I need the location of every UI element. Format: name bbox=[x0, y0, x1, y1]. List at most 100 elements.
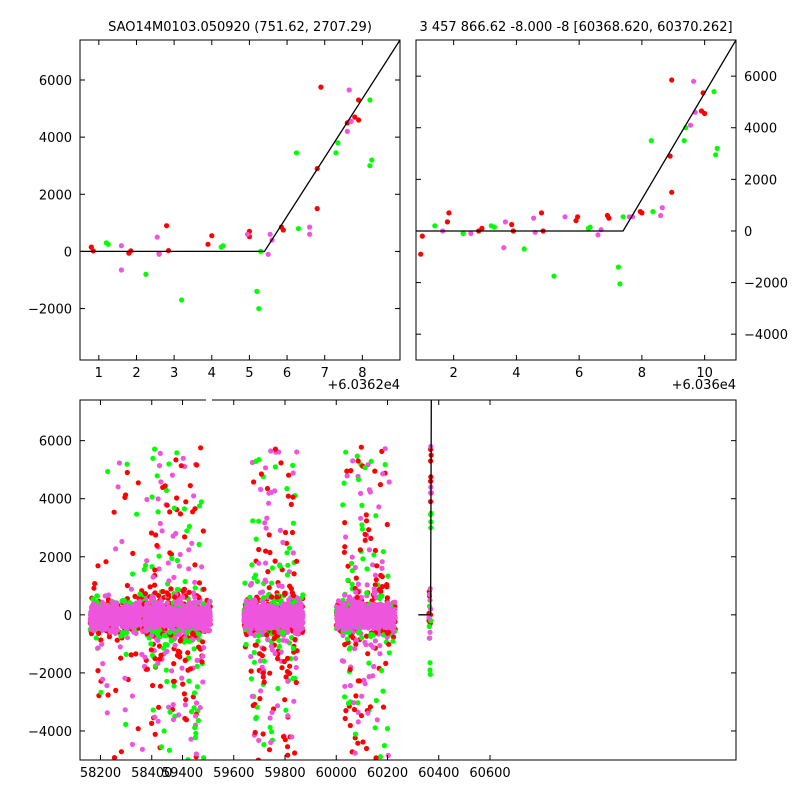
season-core-magenta-point bbox=[382, 624, 388, 630]
season-core-red-point bbox=[106, 634, 112, 640]
season-outlier-red-point bbox=[374, 563, 380, 569]
season-outlier-magenta-point bbox=[149, 594, 155, 600]
magenta-point bbox=[659, 205, 665, 211]
season-outlier-magenta-point bbox=[156, 566, 162, 572]
season-outlier-green-point bbox=[256, 457, 262, 463]
season-core-green-point bbox=[90, 596, 96, 602]
season-outlier-green-point bbox=[384, 726, 391, 732]
red-point bbox=[446, 210, 452, 216]
season-core-magenta-point bbox=[113, 615, 119, 621]
red-point bbox=[356, 117, 362, 123]
season-outlier-red-point bbox=[183, 697, 189, 703]
season-outlier-red-point bbox=[128, 652, 134, 658]
season-outlier-red-point bbox=[380, 704, 387, 710]
bottom-axes-frame bbox=[79, 399, 737, 761]
season-outlier-magenta-point bbox=[192, 594, 198, 600]
x-tick-label: 60000 bbox=[316, 766, 357, 781]
season-outlier-magenta-point bbox=[180, 594, 186, 600]
season-outlier-red-point bbox=[192, 506, 198, 512]
season-outlier-magenta-point bbox=[279, 583, 285, 590]
season-outlier-magenta-point bbox=[358, 594, 364, 601]
season-outlier-red-point bbox=[288, 501, 294, 507]
season-outlier-magenta-point bbox=[200, 679, 206, 685]
season-core-magenta-point bbox=[144, 611, 150, 617]
x-tick-label: 10 bbox=[696, 366, 713, 381]
season-outlier-red-point bbox=[285, 493, 291, 499]
season-core-magenta-point bbox=[185, 606, 191, 612]
season-core-magenta-point bbox=[352, 624, 358, 630]
season-outlier-green-point bbox=[379, 667, 385, 674]
season-outlier-magenta-point bbox=[366, 547, 372, 553]
season-core-magenta-point bbox=[253, 610, 259, 616]
season-core-magenta-point bbox=[100, 602, 106, 608]
season-outlier-green-point bbox=[192, 735, 198, 741]
season-outlier-magenta-point bbox=[379, 565, 385, 571]
red-point bbox=[479, 225, 485, 231]
season-outlier-green-point bbox=[380, 632, 386, 638]
season-outlier-red-point bbox=[250, 702, 256, 709]
red-point bbox=[164, 223, 170, 229]
season-outlier-red-point bbox=[362, 531, 368, 537]
season-outlier-red-point bbox=[383, 660, 389, 667]
season-core-magenta-point bbox=[252, 597, 258, 603]
season-outlier-magenta-point bbox=[191, 493, 197, 499]
season-core-red-point bbox=[390, 634, 397, 640]
season-outlier-magenta-point bbox=[256, 560, 262, 566]
season-outlier-magenta-point bbox=[248, 653, 254, 660]
season-outlier-green-point bbox=[261, 742, 267, 748]
season-outlier-green-point bbox=[195, 717, 201, 724]
season-outlier-red-point bbox=[290, 494, 296, 500]
season-outlier-green-point bbox=[154, 631, 160, 637]
x-tick-label: 4 bbox=[208, 366, 216, 381]
season-core-magenta-point bbox=[389, 617, 396, 623]
season-outlier-green-point bbox=[343, 449, 349, 455]
season-core-magenta-point bbox=[196, 611, 202, 617]
season-outlier-magenta-point bbox=[116, 460, 122, 466]
season-outlier-red-point bbox=[266, 747, 273, 753]
season-outlier-red-point bbox=[363, 512, 369, 518]
season-core-magenta-point bbox=[182, 618, 188, 624]
x-tick-label: 3 bbox=[170, 366, 178, 381]
season-outlier-green-point bbox=[191, 646, 197, 652]
y-tick-label: 4000 bbox=[744, 122, 777, 137]
season-outlier-green-point bbox=[193, 730, 199, 737]
season-outlier-green-point bbox=[359, 522, 365, 528]
season-core-magenta-point bbox=[165, 609, 171, 616]
season-core-magenta-point bbox=[359, 622, 365, 629]
season-outlier-magenta-point bbox=[186, 547, 192, 553]
season-outlier-green-point bbox=[195, 631, 201, 637]
season-core-magenta-point bbox=[371, 609, 377, 616]
season-outlier-red-point bbox=[344, 468, 350, 474]
season-outlier-green-point bbox=[290, 645, 296, 652]
season-outlier-red-point bbox=[257, 696, 263, 702]
season-outlier-green-point bbox=[254, 704, 260, 710]
season-outlier-red-point bbox=[292, 636, 298, 643]
season-outlier-red-point bbox=[348, 468, 354, 474]
season-outlier-magenta-point bbox=[362, 681, 368, 687]
season-outlier-magenta-point bbox=[347, 683, 353, 689]
season-outlier-red-point bbox=[174, 495, 180, 501]
season-outlier-red-point bbox=[251, 479, 257, 485]
season-outlier-red-point bbox=[150, 682, 156, 689]
season-outlier-magenta-point bbox=[380, 471, 386, 477]
season-outlier-magenta-point bbox=[382, 446, 388, 452]
season-outlier-red-point bbox=[113, 687, 119, 694]
season-outlier-red-point bbox=[261, 679, 267, 685]
red-point bbox=[606, 215, 612, 221]
season-outlier-green-point bbox=[192, 585, 198, 591]
green-point bbox=[491, 224, 497, 230]
season-core-red-point bbox=[114, 637, 120, 643]
season-core-magenta-point bbox=[342, 606, 348, 612]
season-outlier-red-point bbox=[263, 548, 269, 554]
season-core-magenta-point bbox=[243, 598, 249, 604]
y-tick-label: −4000 bbox=[744, 328, 788, 343]
season-core-magenta-point bbox=[366, 622, 372, 628]
season-core-magenta-point bbox=[297, 611, 303, 617]
season-outlier-magenta-point bbox=[133, 630, 139, 637]
season-core-magenta-point bbox=[299, 625, 305, 631]
season-core-magenta-point bbox=[173, 598, 179, 604]
season-core-magenta-point bbox=[106, 604, 112, 610]
